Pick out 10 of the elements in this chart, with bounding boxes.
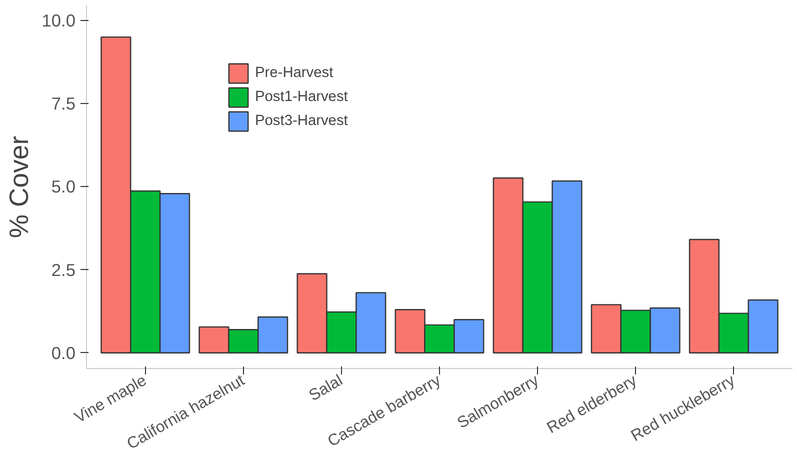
x-tick-label: Salal [306,372,346,405]
y-tick-label: 0.0 [51,342,76,363]
legend-label: Post3-Harvest [255,113,348,129]
y-tick-label: 2.5 [51,260,76,280]
legend-label: Post1-Harvest [255,89,348,105]
legend-label: Pre-Harvest [255,65,334,81]
y-tick-label: 7.5 [51,94,76,114]
y-tick-label: 5.0 [51,176,76,197]
y-axis-title: % Cover [4,136,34,238]
y-tick-label: 10.0 [42,10,76,30]
